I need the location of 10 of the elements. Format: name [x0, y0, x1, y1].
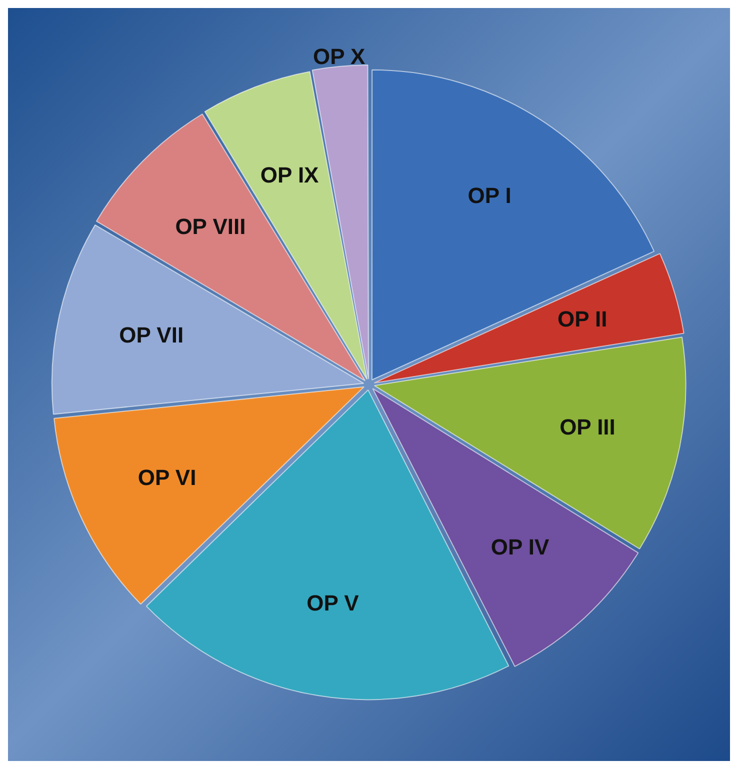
slice-label: OP I: [468, 183, 512, 208]
slice-label: OP III: [560, 414, 616, 440]
slice-label: OP IX: [260, 162, 320, 188]
slice-label: OP VIII: [175, 214, 246, 239]
slice-label: OP IV: [490, 534, 550, 560]
slice-label: OP VI: [138, 464, 196, 490]
slice-label: OP VII: [119, 322, 184, 348]
slice-label: OP X: [313, 44, 366, 69]
slice-label: OP II: [558, 306, 608, 332]
slice-label: OP V: [306, 590, 360, 616]
